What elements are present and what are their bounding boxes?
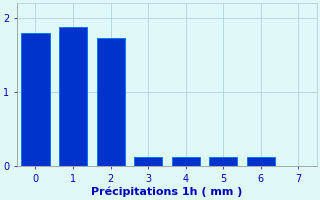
Bar	[21, 33, 50, 166]
X-axis label: Précipitations 1h ( mm ): Précipitations 1h ( mm )	[91, 187, 243, 197]
Bar	[134, 157, 162, 166]
Bar	[97, 38, 125, 166]
Bar	[247, 157, 275, 166]
Bar	[172, 157, 200, 166]
Bar	[59, 27, 87, 166]
Bar	[209, 157, 237, 166]
